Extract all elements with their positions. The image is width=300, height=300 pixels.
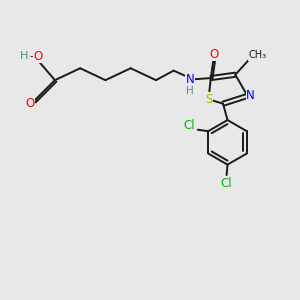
Text: S: S — [205, 93, 212, 106]
Text: O: O — [209, 48, 218, 61]
Text: O: O — [25, 98, 34, 110]
Text: H: H — [20, 51, 28, 62]
Text: N: N — [186, 73, 194, 86]
Text: H: H — [186, 86, 194, 96]
Text: Cl: Cl — [184, 119, 195, 132]
Text: O: O — [33, 50, 43, 63]
Text: N: N — [246, 89, 255, 102]
Text: Cl: Cl — [220, 178, 232, 190]
Text: CH₃: CH₃ — [248, 50, 267, 60]
Text: -: - — [29, 51, 33, 62]
